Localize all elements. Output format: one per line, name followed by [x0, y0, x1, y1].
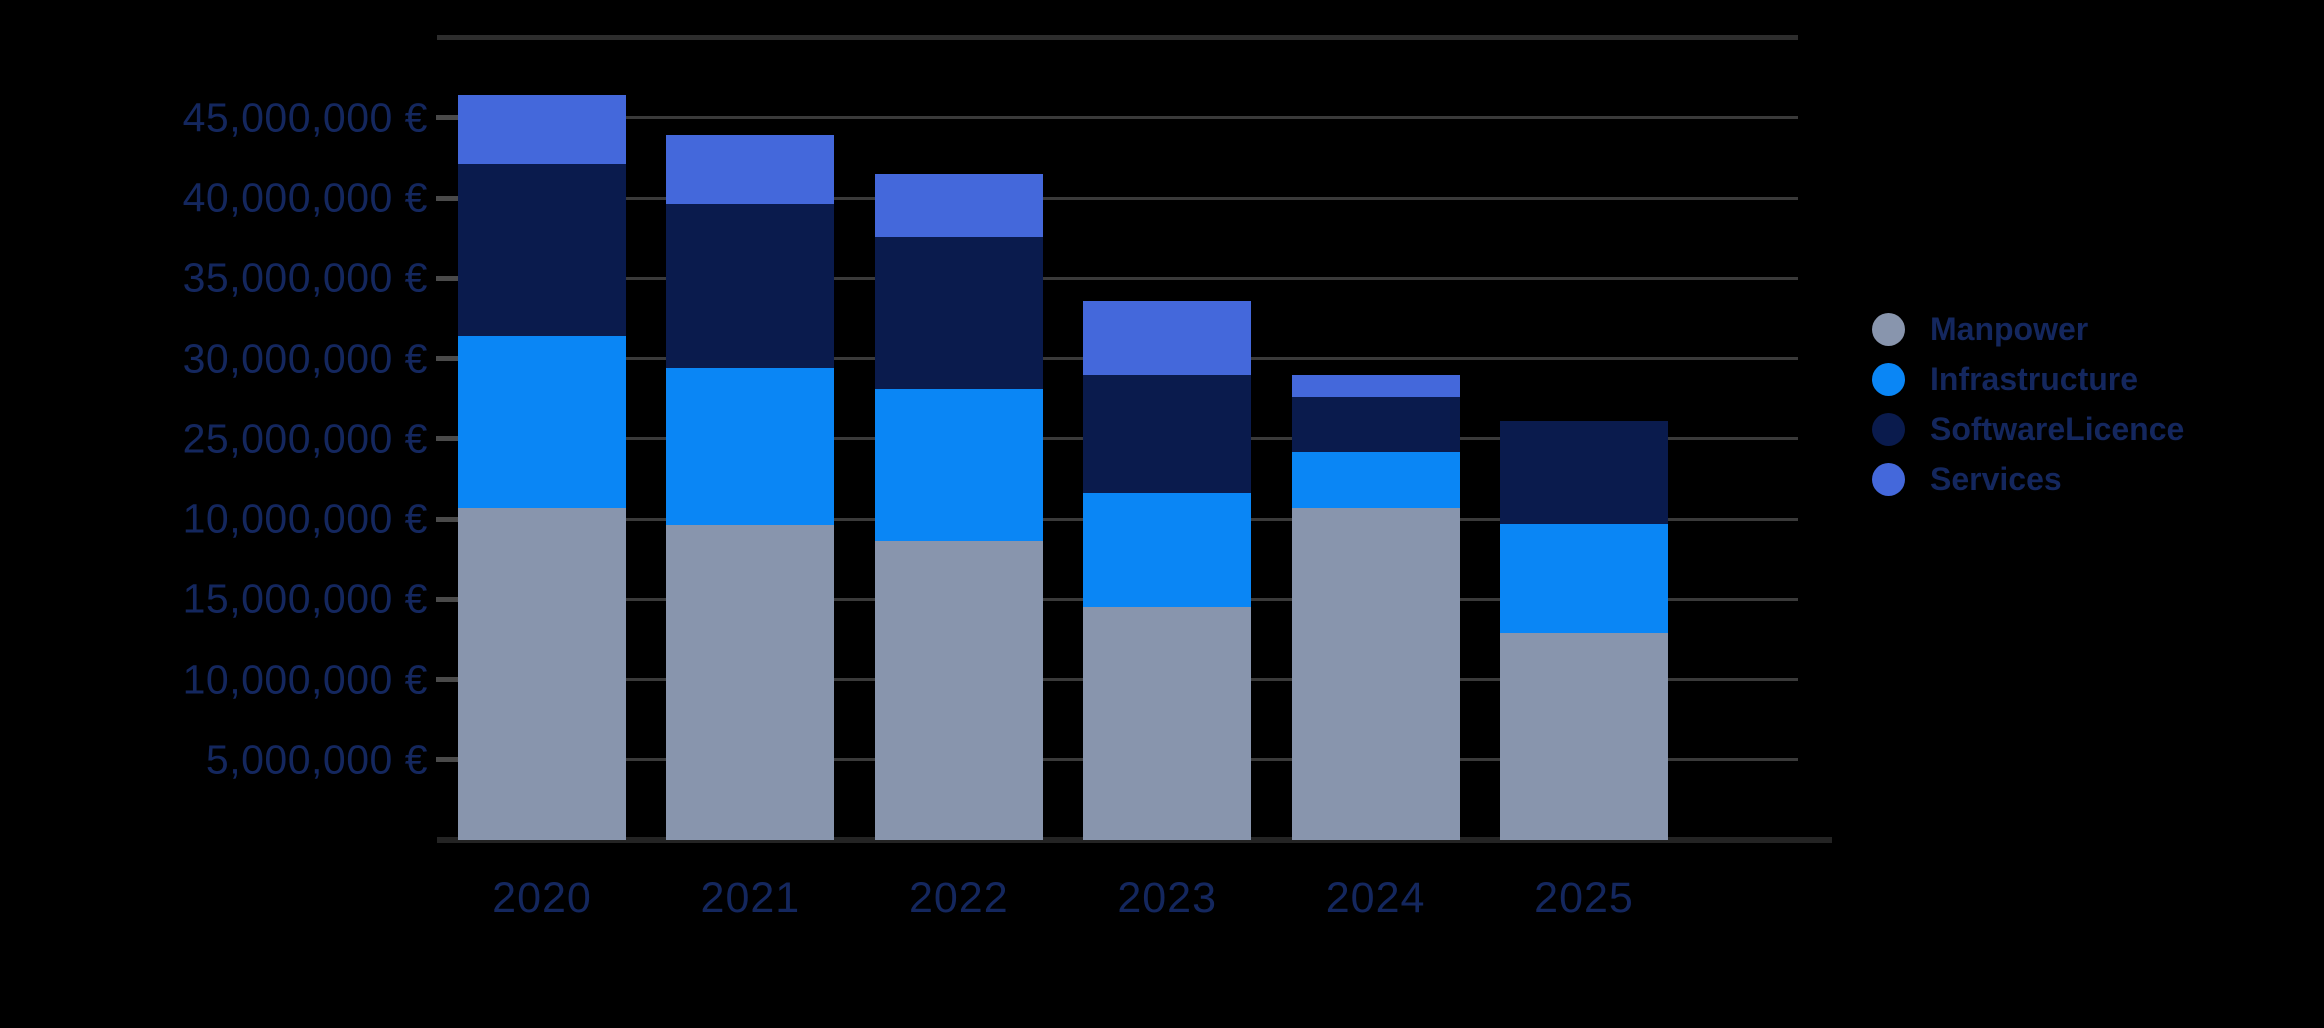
- x-axis-line: [437, 837, 1832, 843]
- bar-segment-manpower-2021: [666, 525, 835, 840]
- bar-segment-infrastructure-2020: [458, 336, 626, 508]
- plot-top-border: [437, 35, 1798, 40]
- y-axis-tick: [436, 596, 459, 602]
- gridline: [437, 116, 1798, 120]
- bar-segment-infrastructure-2022: [874, 388, 1043, 542]
- bar-segment-infrastructure-2024: [1291, 451, 1460, 508]
- y-axis-tick: [436, 757, 459, 763]
- y-axis-label: 35,000,000 €: [182, 254, 428, 301]
- y-axis-label: 40,000,000 €: [182, 174, 428, 221]
- bar-segment-services-2024: [1291, 374, 1460, 398]
- bar-segment-infrastructure-2021: [666, 368, 835, 526]
- bar-segment-infrastructure-2025: [1500, 523, 1668, 633]
- gridline: [437, 196, 1798, 200]
- bar-segment-manpower-2025: [1500, 632, 1668, 840]
- bar-segment-softwarelicence-2021: [666, 204, 835, 369]
- bar-segment-softwarelicence-2023: [1083, 374, 1252, 494]
- bar-segment-softwarelicence-2025: [1500, 421, 1668, 524]
- y-axis-label: 10,000,000 €: [182, 495, 428, 542]
- x-axis-label-2020: 2020: [492, 874, 592, 922]
- x-axis-label-2022: 2022: [908, 874, 1009, 922]
- gridline: [437, 276, 1798, 280]
- bar-segment-manpower-2022: [874, 541, 1043, 840]
- y-axis-label: 15,000,000 €: [182, 575, 428, 622]
- y-axis-tick: [436, 195, 459, 201]
- bar-segment-infrastructure-2023: [1083, 493, 1252, 608]
- legend-marker-services: [1872, 462, 1905, 496]
- legend-marker-infrastructure: [1872, 362, 1905, 396]
- legend-item-softwarelicence: SoftwareLicence: [1872, 404, 2184, 454]
- x-axis-label-2024: 2024: [1325, 874, 1426, 922]
- bar-segment-softwarelicence-2020: [458, 164, 626, 337]
- y-axis-tick: [436, 516, 459, 522]
- y-axis-tick: [436, 356, 459, 361]
- x-axis-label-2023: 2023: [1117, 874, 1218, 922]
- y-axis-label: 25,000,000 €: [182, 415, 428, 462]
- bar-segment-softwarelicence-2024: [1291, 397, 1460, 452]
- y-axis-label: 5,000,000 €: [205, 736, 428, 783]
- y-axis-label: 10,000,000 €: [182, 656, 428, 702]
- y-axis-tick: [436, 436, 459, 442]
- legend-marker-manpower: [1872, 312, 1905, 346]
- bar-segment-services-2020: [458, 95, 626, 165]
- bar-segment-services-2022: [874, 173, 1043, 237]
- legend-item-services: Services: [1872, 454, 2184, 504]
- legend-item-manpower: Manpower: [1872, 304, 2184, 354]
- y-axis-tick: [436, 275, 459, 281]
- y-axis-label: 30,000,000 €: [182, 335, 428, 381]
- bar-segment-services-2021: [666, 135, 835, 205]
- legend-label-services: Services: [1930, 460, 2062, 497]
- y-axis-tick: [436, 115, 459, 121]
- legend-item-infrastructure: Infrastructure: [1872, 354, 2184, 404]
- legend-label-manpower: Manpower: [1930, 310, 2089, 347]
- bar-segment-softwarelicence-2022: [874, 236, 1043, 389]
- bar-segment-manpower-2020: [458, 507, 626, 840]
- bar-segment-manpower-2023: [1083, 607, 1252, 840]
- bar-segment-services-2023: [1083, 300, 1252, 375]
- x-axis-label-2025: 2025: [1534, 874, 1634, 922]
- legend-marker-softwarelicence: [1872, 412, 1905, 446]
- chart-legend: Manpower Infrastructure SoftwareLicence Ser…: [1872, 304, 2184, 504]
- legend-label-softwarelicence: SoftwareLicence: [1930, 410, 2185, 447]
- y-axis-label: 45,000,000 €: [182, 94, 428, 141]
- legend-label-infrastructure: Infrastructure: [1930, 360, 2139, 397]
- bar-segment-manpower-2024: [1291, 507, 1460, 840]
- x-axis-label-2021: 2021: [700, 874, 801, 922]
- y-axis-tick: [436, 677, 459, 682]
